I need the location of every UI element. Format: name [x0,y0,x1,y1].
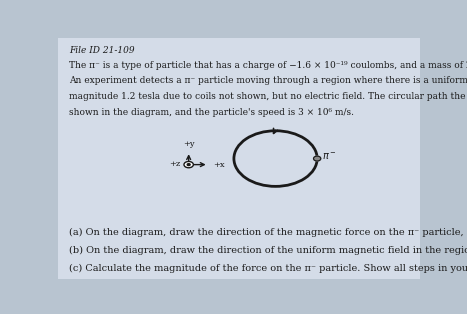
Text: (b) On the diagram, draw the direction of the uniform magnetic field in the regi: (b) On the diagram, draw the direction o… [69,246,467,255]
Text: +x: +x [213,161,225,169]
Text: magnitude 1.2 tesla due to coils not shown, but no electric field. The circular : magnitude 1.2 tesla due to coils not sho… [69,92,467,101]
Circle shape [313,156,321,161]
Text: +y: +y [183,140,194,149]
Text: +z: +z [170,160,181,168]
Text: shown in the diagram, and the particle's speed is 3 × 10⁶ m/s.: shown in the diagram, and the particle's… [69,108,354,117]
Text: (c) Calculate the magnitude of the force on the π⁻ particle. Show all steps in y: (c) Calculate the magnitude of the force… [69,264,467,273]
Text: $\pi^-$: $\pi^-$ [322,151,337,162]
Circle shape [184,161,193,168]
FancyBboxPatch shape [58,38,420,279]
Circle shape [187,164,190,165]
Text: The π⁻ is a type of particle that has a charge of −1.6 × 10⁻¹⁹ coulombs, and a m: The π⁻ is a type of particle that has a … [69,61,467,70]
Text: An experiment detects a π⁻ particle moving through a region where there is a uni: An experiment detects a π⁻ particle movi… [69,76,467,85]
Text: File ID 21-109: File ID 21-109 [69,46,135,55]
Text: (a) On the diagram, draw the direction of the magnetic force on the π⁻ particle,: (a) On the diagram, draw the direction o… [69,227,467,237]
